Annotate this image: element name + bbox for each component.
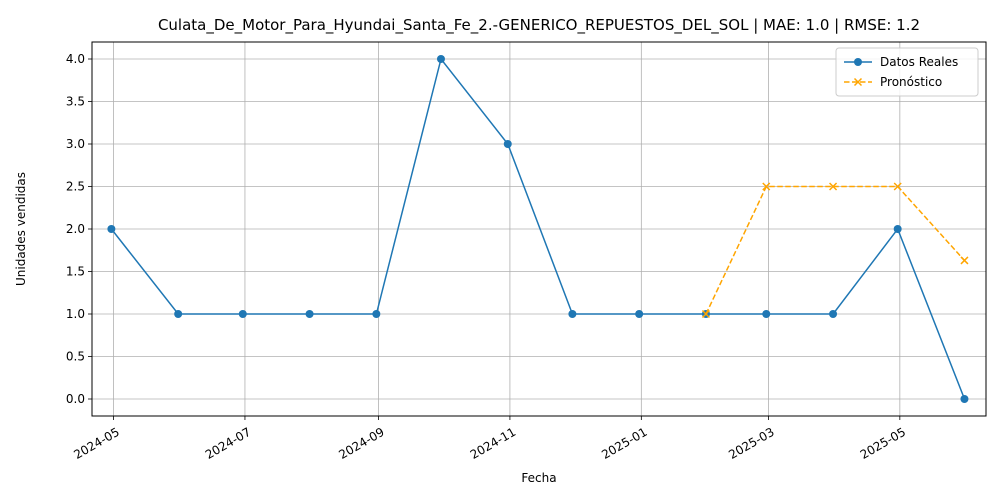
data-point xyxy=(174,310,183,318)
data-point xyxy=(960,395,969,403)
y-tick-label: 4.0 xyxy=(66,52,85,66)
legend-box xyxy=(835,47,979,97)
y-tick-label: 3.0 xyxy=(66,137,85,151)
data-point xyxy=(568,310,577,318)
legend-label-1: Pronóstico xyxy=(880,75,942,89)
forecast-point xyxy=(762,182,771,191)
series-layer xyxy=(107,55,969,403)
data-point xyxy=(762,310,771,318)
y-tick-label: 0.5 xyxy=(66,350,85,364)
data-point xyxy=(893,225,902,233)
x-axis-label: Fecha xyxy=(521,471,556,485)
y-tick-label: 3.5 xyxy=(66,95,85,109)
forecast-point xyxy=(829,182,838,191)
data-point xyxy=(238,310,247,318)
legend: Datos Reales Pronóstico xyxy=(835,47,979,97)
data-point xyxy=(436,55,445,63)
forecast-point xyxy=(893,182,902,191)
legend-marker xyxy=(854,58,862,66)
y-tick-label: 0.0 xyxy=(66,392,85,406)
series-line-0 xyxy=(110,57,966,400)
forecast-point xyxy=(960,256,969,265)
data-point xyxy=(635,310,644,318)
legend-label-0: Datos Reales xyxy=(880,55,958,69)
y-tick-label: 1.0 xyxy=(66,307,85,321)
data-point xyxy=(503,140,512,148)
data-point xyxy=(372,310,381,318)
y-tick-label: 2.0 xyxy=(66,222,85,236)
forecast-point xyxy=(701,309,710,319)
data-point xyxy=(107,225,116,233)
legend-marker xyxy=(853,77,863,87)
chart-title: Culata_De_Motor_Para_Hyundai_Santa_Fe_2.… xyxy=(158,16,920,35)
y-axis-ticks: 0.0 0.5 1.0 1.5 2.0 2.5 3.0 3.5 4.0 xyxy=(66,52,92,406)
data-point xyxy=(305,310,314,318)
y-tick-label: 2.5 xyxy=(66,180,85,194)
series-line-1 xyxy=(705,185,966,315)
data-point xyxy=(829,310,838,318)
y-axis-label: Unidades vendidas xyxy=(14,172,28,286)
y-tick-label: 1.5 xyxy=(66,265,85,279)
